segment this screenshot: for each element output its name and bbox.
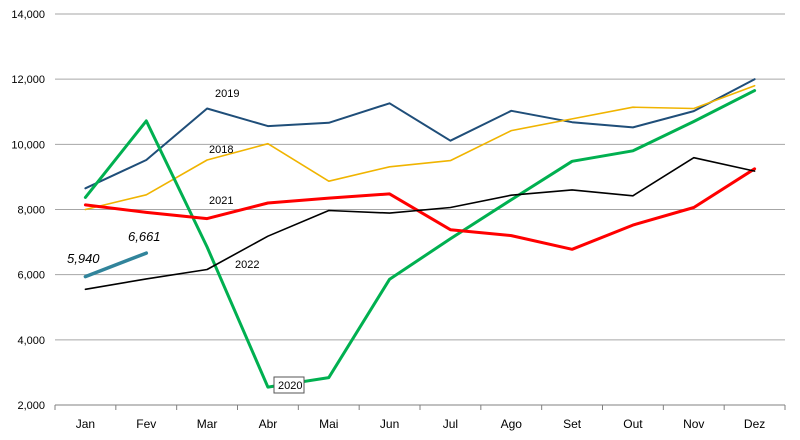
series-line-2020 (83, 89, 757, 389)
y-tick-label: 6,000 (17, 270, 45, 282)
series-line-2018 (84, 84, 756, 211)
x-axis-ticks: Jan Fev Mar Abr Mai Jun Jul Ago Set Out Nov Dez (54, 405, 786, 431)
y-tick-label: 10,000 (11, 139, 45, 151)
series-line-current (83, 251, 149, 279)
x-tick-label: Mar (197, 417, 218, 431)
y-axis-ticks: 2,000 4,000 6,000 8,000 10,000 12,000 14,000 (11, 9, 45, 412)
y-tick-label: 8,000 (17, 205, 45, 217)
y-tick-label: 12,000 (11, 74, 45, 86)
x-tick-label: Set (563, 417, 582, 431)
series-label-2019: 2019 (215, 88, 239, 100)
x-tick-label: Nov (683, 417, 704, 431)
y-tick-label: 2,000 (17, 400, 45, 412)
x-tick-label: Abr (259, 417, 278, 431)
x-tick-label: Jul (443, 417, 458, 431)
series-label-2018: 2018 (209, 144, 233, 156)
x-tick-label: Out (623, 417, 643, 431)
x-tick-label: Fev (136, 417, 156, 431)
x-tick-label: Jan (76, 417, 95, 431)
x-tick-label: Jun (380, 417, 399, 431)
series-label-2022: 2022 (235, 259, 259, 271)
x-tick-label: Ago (501, 417, 523, 431)
series-lines (83, 78, 757, 389)
series-label-2021: 2021 (209, 195, 233, 207)
y-tick-label: 14,000 (11, 9, 45, 21)
data-label-fev: 6,661 (128, 229, 161, 244)
series-label-2020-box (273, 376, 305, 394)
x-tick-label: Dez (744, 417, 765, 431)
series-line-2019 (84, 78, 756, 190)
y-tick-label: 4,000 (17, 335, 45, 347)
data-label-jan: 5,940 (67, 251, 100, 266)
series-line-2021 (83, 167, 757, 251)
series-label-2020: 2020 (278, 380, 302, 392)
x-tick-label: Mai (319, 417, 338, 431)
series-line-2022 (84, 156, 756, 291)
